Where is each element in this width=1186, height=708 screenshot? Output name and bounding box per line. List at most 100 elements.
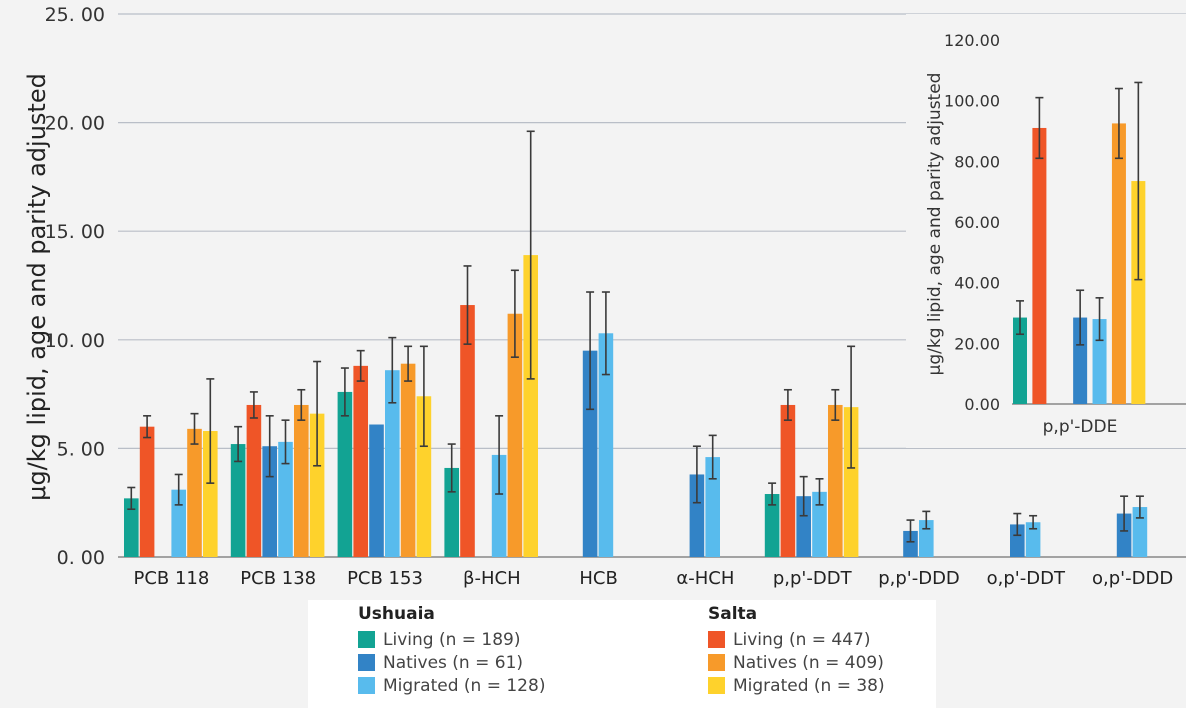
error-bar xyxy=(495,415,504,495)
inset-y-tick-label: 40.00 xyxy=(954,274,1000,293)
inset-y-tick-label: 60.00 xyxy=(954,213,1000,232)
legend: Ushuaia Living (n = 189) Natives (n = 61… xyxy=(308,600,936,708)
bar xyxy=(444,467,459,557)
bar xyxy=(812,491,827,557)
inset-error-bar xyxy=(1076,289,1085,346)
bar xyxy=(523,255,538,558)
inset-error-bar xyxy=(1114,87,1123,160)
legend-swatch xyxy=(708,677,725,694)
inset-error-bar xyxy=(1035,96,1044,160)
legend-label: Migrated (n = 38) xyxy=(733,675,885,696)
bar xyxy=(903,530,918,557)
error-bar xyxy=(510,269,519,358)
x-tick-label: α-HCH xyxy=(676,568,734,589)
error-bar xyxy=(340,367,349,417)
inset-bar xyxy=(1032,127,1047,404)
legend-swatch xyxy=(708,631,725,648)
bar xyxy=(764,494,780,557)
error-bar xyxy=(447,443,456,493)
error-bar xyxy=(206,378,215,484)
bar xyxy=(246,404,262,557)
bar xyxy=(705,457,720,557)
y-tick-label: 10. 00 xyxy=(45,330,105,352)
bar xyxy=(203,431,218,557)
bar xyxy=(385,370,400,557)
x-tick-label: p,p'-DDD xyxy=(878,568,960,589)
bar xyxy=(262,446,277,557)
bar xyxy=(1025,522,1041,557)
legend-swatch xyxy=(358,631,375,648)
legend-item: Living (n = 189) xyxy=(358,628,545,651)
error-bar xyxy=(419,345,428,448)
error-bar xyxy=(783,388,792,421)
legend-label: Living (n = 189) xyxy=(383,629,521,650)
bar xyxy=(689,474,705,557)
inset-y-tick-label: 0.00 xyxy=(964,395,1000,414)
legend-title-ushuaia: Ushuaia xyxy=(358,604,435,624)
bar xyxy=(491,454,507,557)
error-bar xyxy=(1135,495,1144,519)
legend-item: Natives (n = 409) xyxy=(708,651,885,674)
error-bar xyxy=(922,510,931,530)
x-tick-label: β-HCH xyxy=(463,568,521,589)
legend-group-salta: Salta Living (n = 447) Natives (n = 409)… xyxy=(708,604,885,697)
inset-y-tick-label: 80.00 xyxy=(954,152,1000,171)
bar xyxy=(309,413,325,557)
bar xyxy=(582,350,598,557)
error-bar xyxy=(1029,514,1038,530)
legend-label: Living (n = 447) xyxy=(733,629,871,650)
error-bar xyxy=(815,478,824,506)
bar xyxy=(230,444,246,557)
inset-bar xyxy=(1073,317,1088,404)
inset-x-tick-label: p,p'-DDE xyxy=(1043,417,1118,437)
x-tick-label: HCB xyxy=(579,568,617,589)
error-bar xyxy=(313,360,322,467)
legend-label: Natives (n = 61) xyxy=(383,652,524,673)
inset-error-bar xyxy=(1095,297,1104,342)
legend-label: Migrated (n = 128) xyxy=(383,675,546,696)
bar xyxy=(460,305,475,557)
y-tick-label: 20. 00 xyxy=(45,113,105,135)
x-tick-label: p,p'-DDT xyxy=(773,568,853,589)
error-bar xyxy=(404,345,413,382)
legend-item: Migrated (n = 128) xyxy=(358,674,545,697)
inset-y-tick-label: 100.00 xyxy=(944,92,1000,111)
legend-title-salta: Salta xyxy=(708,604,758,624)
bar xyxy=(780,404,796,557)
bar xyxy=(1116,513,1132,557)
error-bar xyxy=(1120,495,1129,532)
error-bar xyxy=(249,391,258,419)
legend-swatch xyxy=(708,654,725,671)
inset-bar xyxy=(1013,317,1027,404)
error-bar xyxy=(708,434,717,480)
error-bar xyxy=(190,412,199,445)
y-tick-label: 25. 00 xyxy=(45,4,105,26)
error-bar xyxy=(388,336,397,404)
legend-item: Natives (n = 61) xyxy=(358,651,545,674)
error-bar xyxy=(174,473,183,506)
bar xyxy=(1010,524,1025,557)
error-bar xyxy=(831,388,840,421)
inset-y-axis-title: μg/kg lipid, age and parity adjusted xyxy=(925,73,945,376)
bar xyxy=(416,396,432,557)
y-tick-label: 15. 00 xyxy=(45,221,105,243)
error-bar xyxy=(463,265,472,345)
bar xyxy=(353,365,368,557)
error-bar xyxy=(234,425,243,463)
inset-y-tick-label: 120.00 xyxy=(944,31,1000,50)
error-bar xyxy=(847,345,856,469)
error-bar xyxy=(1013,512,1022,537)
x-tick-label: o,p'-DDD xyxy=(1092,568,1173,589)
inset-error-bar xyxy=(1134,81,1143,281)
error-bar xyxy=(356,349,365,382)
error-bar xyxy=(692,445,701,504)
legend-swatch xyxy=(358,677,375,694)
error-bar xyxy=(143,415,152,439)
bar xyxy=(400,363,416,557)
bar xyxy=(294,404,309,557)
y-tick-label: 0. 00 xyxy=(57,547,105,569)
x-tick-label: PCB 153 xyxy=(347,568,423,589)
bar xyxy=(796,496,811,557)
bar xyxy=(124,498,139,557)
